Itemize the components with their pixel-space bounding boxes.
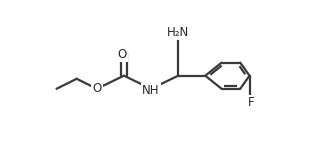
Text: O: O [92,82,101,95]
Text: H₂N: H₂N [167,26,189,39]
Text: F: F [248,96,254,109]
Text: NH: NH [142,84,160,97]
Text: O: O [118,48,127,61]
